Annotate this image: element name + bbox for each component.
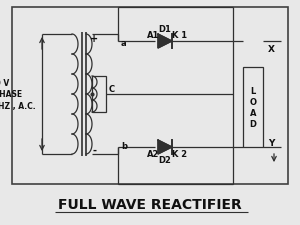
Text: A1: A1 bbox=[147, 30, 159, 39]
Text: A2: A2 bbox=[147, 150, 159, 159]
Text: FULL WAVE REACTIFIER: FULL WAVE REACTIFIER bbox=[58, 197, 242, 211]
Polygon shape bbox=[158, 140, 172, 154]
Polygon shape bbox=[158, 35, 172, 49]
Bar bbox=[243, 68, 263, 147]
Text: Y: Y bbox=[268, 139, 274, 148]
Text: 230 V
1-PHASE
50 HZ , A.C.: 230 V 1-PHASE 50 HZ , A.C. bbox=[0, 78, 36, 111]
Text: C: C bbox=[109, 85, 115, 94]
Text: +: + bbox=[90, 34, 98, 44]
Text: K 1: K 1 bbox=[172, 30, 188, 39]
Bar bbox=[92, 77, 106, 112]
Bar bbox=[12, 8, 288, 184]
Text: L
O
A
D: L O A D bbox=[250, 86, 256, 128]
Text: -: - bbox=[92, 145, 96, 155]
Text: D2: D2 bbox=[159, 156, 171, 165]
Text: X: X bbox=[268, 45, 274, 54]
Text: K 2: K 2 bbox=[172, 150, 188, 159]
Text: a: a bbox=[121, 38, 127, 47]
Text: b: b bbox=[121, 142, 127, 151]
Text: D1: D1 bbox=[159, 24, 171, 33]
